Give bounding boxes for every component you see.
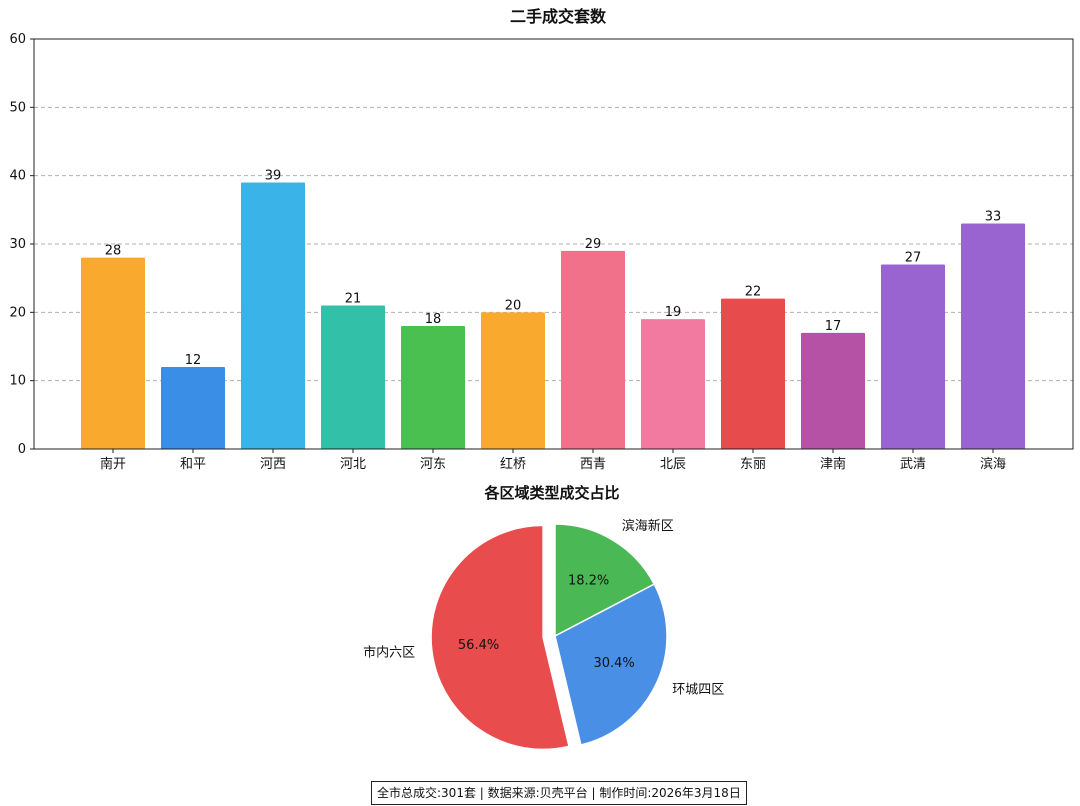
bar-value-label: 22 <box>745 285 762 300</box>
x-tick-label: 西青 <box>580 457 606 472</box>
bar <box>321 305 385 449</box>
pie-chart: 18.2% 滨海新区 30.4% 环城四区 56.4% 市内六区 <box>363 518 724 751</box>
bar-value-label: 19 <box>665 305 682 320</box>
bar <box>561 250 625 449</box>
bar <box>241 182 305 449</box>
y-tick-label: 30 <box>9 237 26 252</box>
pie-category-label: 环城四区 <box>672 682 724 697</box>
plot-frame <box>33 38 1074 450</box>
bar-chart: 0 10 20 30 40 50 60 28 南开 12 和平 39 河西 21 河北 18 河东 20 红桥 29 西… <box>9 32 1074 472</box>
x-tick-label: 和平 <box>180 457 206 472</box>
pie-slice <box>430 524 570 751</box>
x-tick-label: 津南 <box>820 456 846 472</box>
pie-pct-label: 56.4% <box>458 638 499 653</box>
x-tick-label: 滨海 <box>980 456 1006 472</box>
bar-value-label: 20 <box>505 298 522 313</box>
bar <box>481 312 545 449</box>
y-tick-label: 50 <box>9 100 26 115</box>
bar-value-label: 27 <box>905 251 922 266</box>
bar-value-label: 33 <box>985 210 1002 225</box>
y-tick-label: 0 <box>18 442 26 457</box>
y-tick-label: 10 <box>9 374 26 389</box>
bar <box>961 223 1025 449</box>
x-tick-label: 河西 <box>260 457 286 472</box>
x-tick-label: 东丽 <box>740 457 766 472</box>
pie-pct-label: 30.4% <box>593 656 634 671</box>
pie-slice <box>554 523 656 638</box>
bar-value-label: 12 <box>185 353 202 368</box>
pie-pct-label: 18.2% <box>568 573 609 588</box>
bar-value-label: 28 <box>105 244 122 259</box>
x-tick-label: 河东 <box>420 457 446 472</box>
bar-value-label: 29 <box>585 237 602 252</box>
bar-chart-title: 二手成交套数 <box>510 7 607 26</box>
x-tick-label: 北辰 <box>660 457 686 472</box>
footer-note: 全市总成交:301套 | 数据来源:贝壳平台 | 制作时间:2026年3月18日 <box>371 781 747 805</box>
y-tick-label: 60 <box>9 32 26 47</box>
bar <box>401 326 465 449</box>
x-tick-label: 南开 <box>100 456 126 472</box>
bar-value-label: 18 <box>425 312 442 327</box>
bar <box>81 257 145 449</box>
bar <box>721 298 785 449</box>
bar-value-label: 17 <box>825 319 842 334</box>
pie-slice <box>554 583 668 746</box>
bar-value-label: 39 <box>265 169 282 184</box>
pie-category-label: 滨海新区 <box>622 518 674 534</box>
bar <box>641 319 705 449</box>
bar <box>161 367 225 449</box>
y-tick-label: 40 <box>9 169 26 184</box>
x-tick-label: 红桥 <box>500 456 526 472</box>
pie-chart-title: 各区域类型成交占比 <box>483 484 619 502</box>
bar-value-label: 21 <box>345 292 362 307</box>
bar <box>801 332 865 449</box>
x-tick-label: 武清 <box>900 457 926 472</box>
y-tick-label: 20 <box>9 305 26 320</box>
pie-category-label: 市内六区 <box>363 644 415 660</box>
bar <box>881 264 945 449</box>
x-tick-label: 河北 <box>340 457 366 472</box>
